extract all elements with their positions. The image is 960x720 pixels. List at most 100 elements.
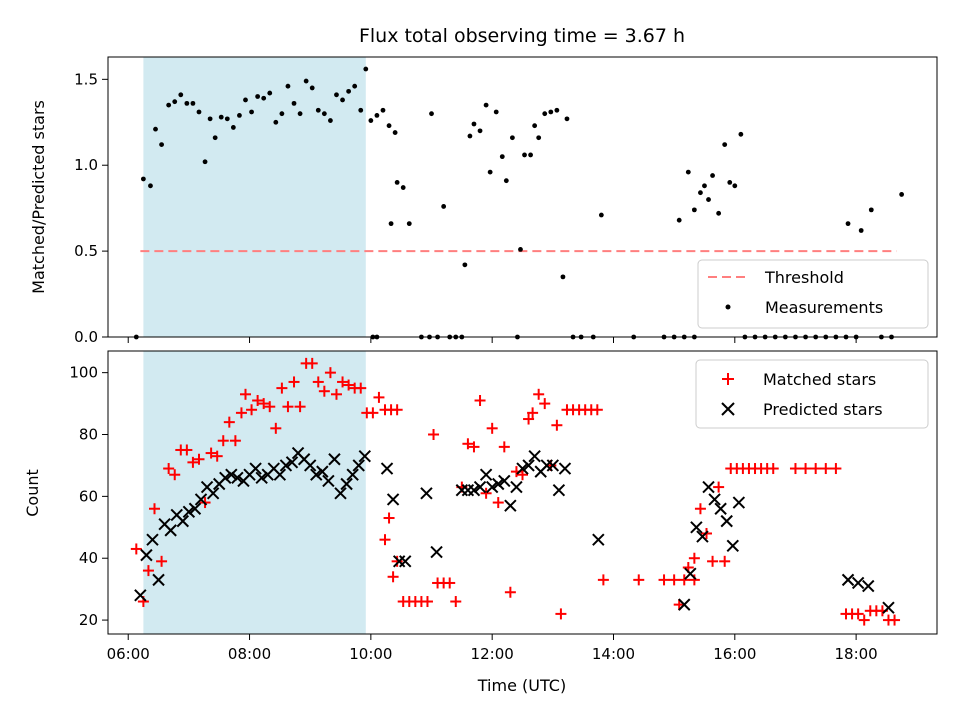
bottom-y-tick-label: 60 <box>79 487 98 505</box>
matched-star-point <box>533 388 545 400</box>
matched-star-point <box>504 586 516 598</box>
matched-star-point <box>217 435 229 447</box>
top-legend: Threshold Measurements <box>697 259 929 329</box>
measurement-point <box>477 128 483 134</box>
top-plot-frame <box>107 56 938 338</box>
matched-star-point <box>810 463 822 475</box>
measurement-point <box>548 109 554 115</box>
measurement-point <box>394 179 400 185</box>
matched-star-point <box>678 574 690 586</box>
bottom-y-tick-label: 20 <box>79 611 98 629</box>
predicted-star-point <box>696 530 709 543</box>
top-y-tick-label: 1.5 <box>74 70 98 88</box>
measurement-point <box>374 113 380 118</box>
matched-star-point <box>223 416 235 428</box>
predicted-star-point <box>430 545 443 559</box>
predicted-star-point <box>134 589 147 602</box>
matched-star-point <box>633 574 645 586</box>
x-tick-label: 14:00 <box>592 645 635 663</box>
matched-star-point <box>337 376 349 388</box>
x-tick-label: 12:00 <box>471 645 514 663</box>
matched-star-point <box>343 379 355 391</box>
measurement-point <box>429 111 434 117</box>
matched-star-point <box>276 382 288 394</box>
bottom-plot-frame <box>107 350 938 635</box>
measurement-point <box>261 95 267 101</box>
predicted-star-point <box>194 493 208 506</box>
predicted-star-point <box>461 483 475 497</box>
matched-star-point <box>355 382 367 394</box>
measurement-point <box>392 130 398 135</box>
matched-star-point <box>668 574 680 586</box>
measurement-point <box>334 92 339 98</box>
predicted-star-point <box>188 502 202 515</box>
matched-star-point <box>367 407 379 419</box>
measurement-point <box>291 100 297 106</box>
predicted-star-point <box>346 468 359 481</box>
measurement-point <box>153 126 158 132</box>
top-y-tick-label: 0.5 <box>74 242 98 260</box>
measurement-point <box>499 154 505 160</box>
matched-star-point <box>889 614 901 626</box>
measurement-point <box>868 207 874 213</box>
predicted-star-point <box>479 468 493 481</box>
measurement-point <box>467 133 473 139</box>
predicted-star-point <box>340 477 353 491</box>
predicted-star-point <box>249 462 262 475</box>
matched-star-point <box>597 574 609 586</box>
predicted-star-point <box>140 548 153 562</box>
matched-star-point <box>239 388 251 400</box>
matched-star-point <box>246 404 258 416</box>
measurement-point <box>309 85 315 91</box>
measurement-point <box>532 123 538 129</box>
predicted-star-point <box>310 468 323 481</box>
predicted-star-point <box>498 474 511 488</box>
predicted-star-point <box>516 462 529 475</box>
measurement-point <box>487 169 493 175</box>
predicted-star-point <box>328 453 341 466</box>
predicted-star-point <box>862 579 875 593</box>
bottom-y-tick-label: 100 <box>69 364 98 382</box>
measurement-point <box>542 111 548 117</box>
predicted-star-point <box>358 449 371 463</box>
measurement-point <box>598 212 604 218</box>
measurement-point <box>722 142 728 148</box>
matched-star-point <box>391 404 403 416</box>
bottom-panel: 20 40 60 80 100 06:00 08:00 10:00 12:00 14:00 16:… <box>23 350 938 695</box>
measurement-point <box>400 185 406 190</box>
measurement-point <box>249 109 254 115</box>
measurement-point <box>899 192 905 197</box>
measurement-point <box>196 109 202 115</box>
matched-star-point <box>373 391 385 403</box>
measurement-point <box>358 107 364 113</box>
matched-star-point <box>527 407 539 419</box>
x-axis-label: Time (UTC) <box>477 676 566 695</box>
matched-star-point <box>462 438 474 450</box>
measurement-point <box>230 125 236 130</box>
top-y-axis-label: Matched/Predicted stars <box>29 100 48 294</box>
measurement-point <box>564 116 570 122</box>
predicted-star-point <box>255 471 268 485</box>
measurement-point <box>368 118 374 123</box>
predicted-star-point <box>285 456 299 469</box>
predicted-star-point <box>380 462 394 475</box>
measurement-point <box>255 94 261 99</box>
matched-star-point <box>486 422 498 434</box>
measurement-point <box>441 204 447 209</box>
matched-star-point <box>156 555 168 567</box>
top-y-tick-label: 0.0 <box>74 328 98 346</box>
predicted-star-point <box>841 573 855 587</box>
bottom-plot-marks <box>130 357 901 626</box>
matched-star-point <box>551 419 563 431</box>
measurement-point <box>691 207 697 213</box>
predicted-star-point <box>352 459 365 472</box>
matched-star-point <box>450 596 462 608</box>
predicted-star-point <box>152 573 165 587</box>
top-y-tick-label: 1.0 <box>74 156 98 174</box>
measurement-point <box>732 183 738 189</box>
matched-star-point <box>169 469 181 481</box>
matched-star-point <box>229 435 241 447</box>
matched-star-point <box>330 388 342 400</box>
matched-star-point <box>719 555 731 567</box>
